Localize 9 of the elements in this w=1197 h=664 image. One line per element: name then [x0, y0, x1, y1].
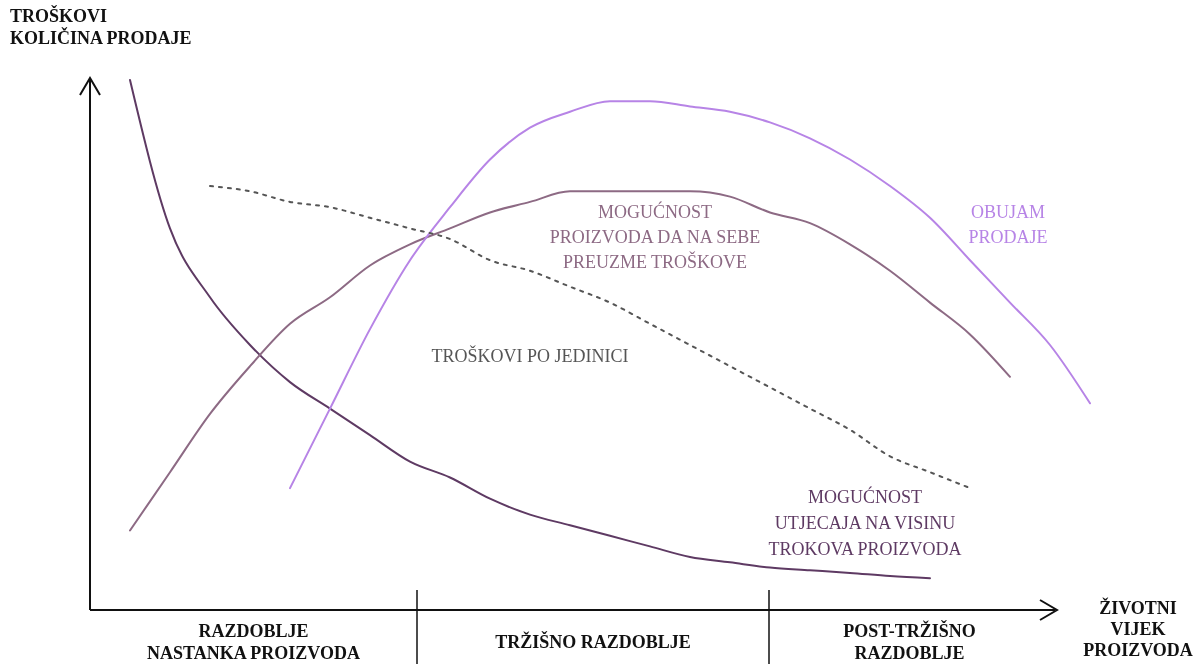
series-label: MOGUĆNOST UTJECAJA NA VISINU TROKOVA PROIZVODA	[768, 486, 962, 559]
y-axis-title: TROŠKOVI KOLIČINA PRODAJE	[10, 5, 192, 48]
x-axis-title: ŽIVOTNI VIJEK PROIZVODA	[1083, 597, 1193, 660]
series-label: TROŠKOVI PO JEDINICI	[431, 345, 629, 366]
text: POST-TRŽIŠNO RAZDOBLJE	[843, 620, 976, 663]
text: RAZDOBLJE NASTANKA PROIZVODA	[147, 621, 360, 663]
series-label: OBUJAM PRODAJE	[968, 202, 1048, 247]
series-label: MOGUĆNOST PROIZVODA DA NA SEBE PREUZME TROŠKOVE	[549, 201, 761, 272]
text: TRŽIŠNO RAZDOBLJE	[495, 631, 691, 652]
